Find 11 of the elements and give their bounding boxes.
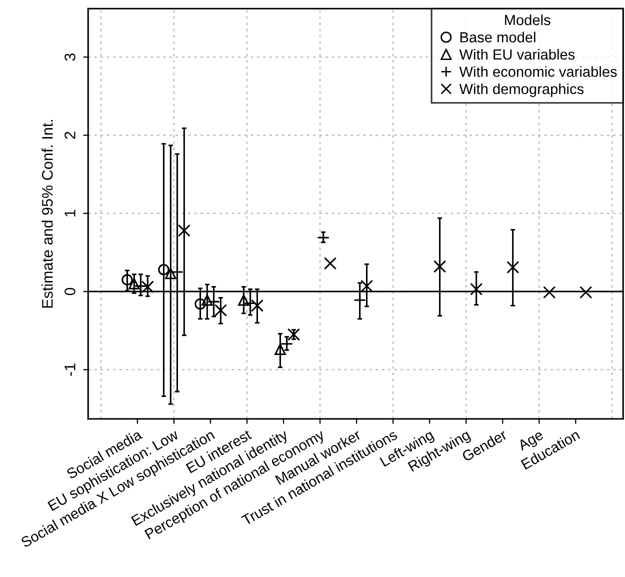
legend-title: Models	[505, 14, 550, 26]
legend-label: Base model	[460, 32, 536, 42]
y-tick-label: 2	[64, 132, 76, 139]
y-axis-title: Estimate and 95% Conf. Int.	[42, 120, 53, 308]
legend-label: With demographics	[459, 83, 584, 98]
y-tick-label: 0	[64, 288, 76, 296]
y-tick-label: -1	[64, 364, 76, 376]
legend-label: With economic variables	[459, 66, 617, 77]
legend-label: With EU variables	[459, 48, 575, 60]
y-tick-label: 3	[64, 54, 76, 61]
y-tick-label: 1	[64, 210, 76, 216]
